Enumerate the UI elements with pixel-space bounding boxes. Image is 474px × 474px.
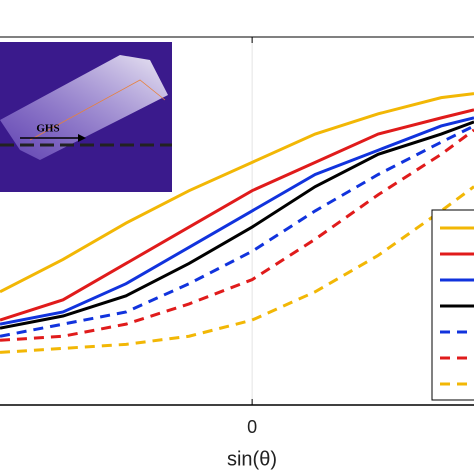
series-line <box>0 128 474 342</box>
legend <box>431 209 474 401</box>
inset-label: GHS <box>36 123 59 135</box>
inset: GHS <box>0 42 172 192</box>
series-line <box>0 108 474 322</box>
x-axis-label: sin(θ) <box>227 448 277 470</box>
inset-ray <box>29 79 166 141</box>
inset-arrowhead <box>78 134 86 142</box>
series-line <box>0 116 474 326</box>
series-line <box>0 185 474 354</box>
series-line <box>0 124 474 338</box>
series-line <box>0 120 474 330</box>
x-tick-label: 0 <box>247 417 257 437</box>
series-line <box>0 92 474 294</box>
